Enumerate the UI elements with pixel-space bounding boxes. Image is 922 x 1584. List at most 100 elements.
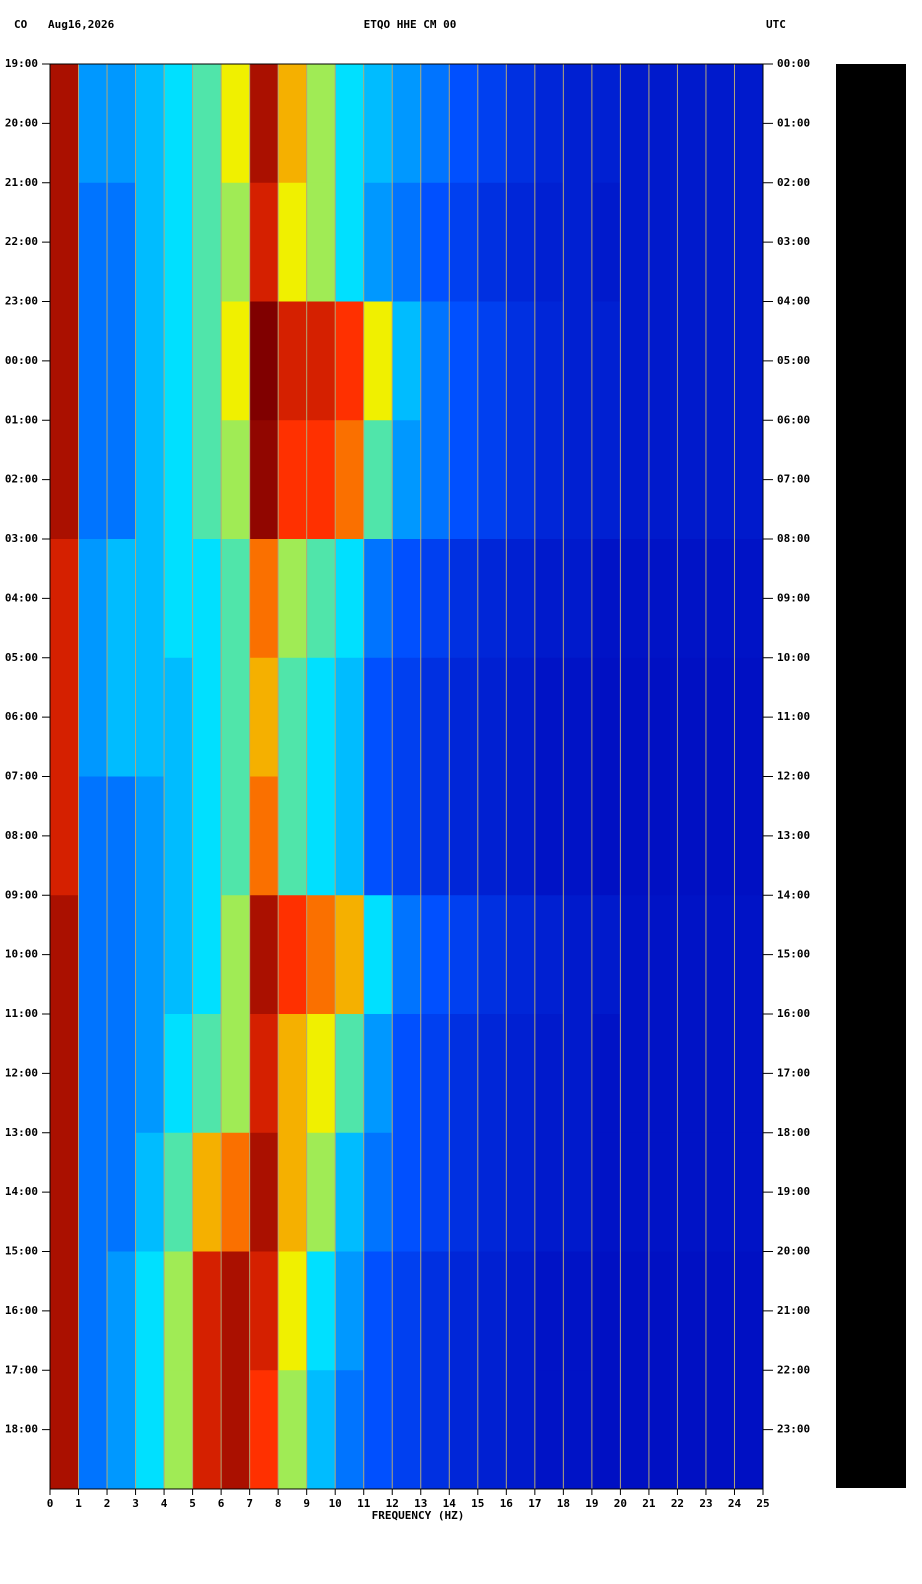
heat-cell bbox=[78, 776, 108, 896]
y2-tick-label: 01:00 bbox=[777, 116, 810, 129]
heat-cell bbox=[449, 64, 479, 184]
y2-tick-label: 03:00 bbox=[777, 235, 810, 248]
heat-cell bbox=[249, 64, 279, 184]
heat-cell bbox=[107, 1014, 137, 1134]
y2-tick-label: 16:00 bbox=[777, 1007, 810, 1020]
heat-cell bbox=[734, 1132, 764, 1252]
y2-tick-label: 22:00 bbox=[777, 1363, 810, 1376]
heat-cell bbox=[677, 539, 707, 659]
heat-cell bbox=[734, 895, 764, 1015]
heat-cell bbox=[278, 1251, 308, 1371]
heat-cell bbox=[591, 539, 621, 659]
heat-cell bbox=[221, 1251, 251, 1371]
y2-tick-label: 12:00 bbox=[777, 770, 810, 783]
heat-cell bbox=[192, 895, 222, 1015]
heat-cell bbox=[534, 1370, 564, 1490]
heat-cell bbox=[449, 539, 479, 659]
heat-cell bbox=[563, 657, 593, 777]
heat-cell bbox=[506, 539, 536, 659]
heat-cell bbox=[278, 1132, 308, 1252]
x-tick-label: 16 bbox=[500, 1497, 514, 1510]
x-tick-label: 23 bbox=[699, 1497, 712, 1510]
chart-title: ETQO HHE CM 00 bbox=[364, 18, 457, 31]
heat-cell bbox=[164, 657, 194, 777]
heat-cell bbox=[677, 301, 707, 421]
heat-cell bbox=[449, 1132, 479, 1252]
heat-cell bbox=[420, 1014, 450, 1134]
heat-cell bbox=[705, 539, 735, 659]
x-tick-label: 11 bbox=[357, 1497, 371, 1510]
heat-cell bbox=[420, 1132, 450, 1252]
heat-cell bbox=[107, 182, 137, 302]
y2-tick-label: 08:00 bbox=[777, 532, 810, 545]
heat-cell bbox=[335, 1132, 365, 1252]
heat-cell bbox=[677, 895, 707, 1015]
heat-cell bbox=[420, 301, 450, 421]
y2-tick-label: 10:00 bbox=[777, 651, 810, 664]
heat-cell bbox=[306, 776, 336, 896]
heat-cell bbox=[363, 1251, 393, 1371]
y2-tick-label: 05:00 bbox=[777, 354, 810, 367]
heat-cell bbox=[734, 64, 764, 184]
y2-tick-label: 15:00 bbox=[777, 948, 810, 961]
heat-cell bbox=[591, 895, 621, 1015]
x-tick-label: 7 bbox=[246, 1497, 253, 1510]
heat-cell bbox=[534, 182, 564, 302]
heat-cell bbox=[50, 657, 80, 777]
heat-cell bbox=[449, 776, 479, 896]
heat-cell bbox=[620, 1014, 650, 1134]
heat-cell bbox=[363, 657, 393, 777]
heat-cell bbox=[563, 64, 593, 184]
y2-tick-label: 13:00 bbox=[777, 829, 810, 842]
y-tick-label: 04:00 bbox=[5, 591, 38, 604]
heat-cell bbox=[107, 301, 137, 421]
x-tick-label: 18 bbox=[557, 1497, 570, 1510]
heat-cell bbox=[563, 776, 593, 896]
heat-cell bbox=[734, 539, 764, 659]
heat-cell bbox=[335, 420, 365, 540]
y2-tick-label: 02:00 bbox=[777, 176, 810, 189]
heat-cell bbox=[648, 182, 678, 302]
heat-cell bbox=[420, 895, 450, 1015]
heat-cell bbox=[335, 657, 365, 777]
heat-cell bbox=[420, 539, 450, 659]
date-label: Aug16,2026 bbox=[48, 18, 115, 31]
x-tick-label: 0 bbox=[47, 1497, 54, 1510]
x-axis-label: FREQUENCY (HZ) bbox=[372, 1509, 465, 1522]
heat-cell bbox=[363, 182, 393, 302]
heat-cell bbox=[107, 657, 137, 777]
heat-cell bbox=[477, 657, 507, 777]
heat-cell bbox=[164, 1132, 194, 1252]
heat-cell bbox=[78, 1132, 108, 1252]
heat-cell bbox=[449, 420, 479, 540]
heat-cell bbox=[506, 420, 536, 540]
heat-cell bbox=[221, 301, 251, 421]
heat-cell bbox=[335, 182, 365, 302]
heat-cell bbox=[278, 1014, 308, 1134]
heat-cell bbox=[192, 1014, 222, 1134]
y-tick-label: 17:00 bbox=[5, 1363, 38, 1376]
x-tick-label: 19 bbox=[585, 1497, 598, 1510]
heat-cell bbox=[107, 64, 137, 184]
heat-cell bbox=[705, 776, 735, 896]
heat-cell bbox=[50, 1014, 80, 1134]
heat-cell bbox=[278, 301, 308, 421]
utc-label: UTC bbox=[766, 18, 786, 31]
heat-cell bbox=[306, 301, 336, 421]
heat-cell bbox=[591, 657, 621, 777]
heat-cell bbox=[677, 1251, 707, 1371]
heat-cell bbox=[620, 1370, 650, 1490]
heat-cell bbox=[107, 420, 137, 540]
heat-cell bbox=[50, 420, 80, 540]
heat-cell bbox=[363, 895, 393, 1015]
heat-cell bbox=[563, 1014, 593, 1134]
heat-cell bbox=[249, 1132, 279, 1252]
heat-cell bbox=[620, 182, 650, 302]
heat-cell bbox=[620, 301, 650, 421]
y-tick-label: 15:00 bbox=[5, 1245, 38, 1258]
heat-cell bbox=[477, 895, 507, 1015]
heat-cell bbox=[534, 64, 564, 184]
heat-cell bbox=[363, 776, 393, 896]
x-tick-label: 13 bbox=[414, 1497, 427, 1510]
